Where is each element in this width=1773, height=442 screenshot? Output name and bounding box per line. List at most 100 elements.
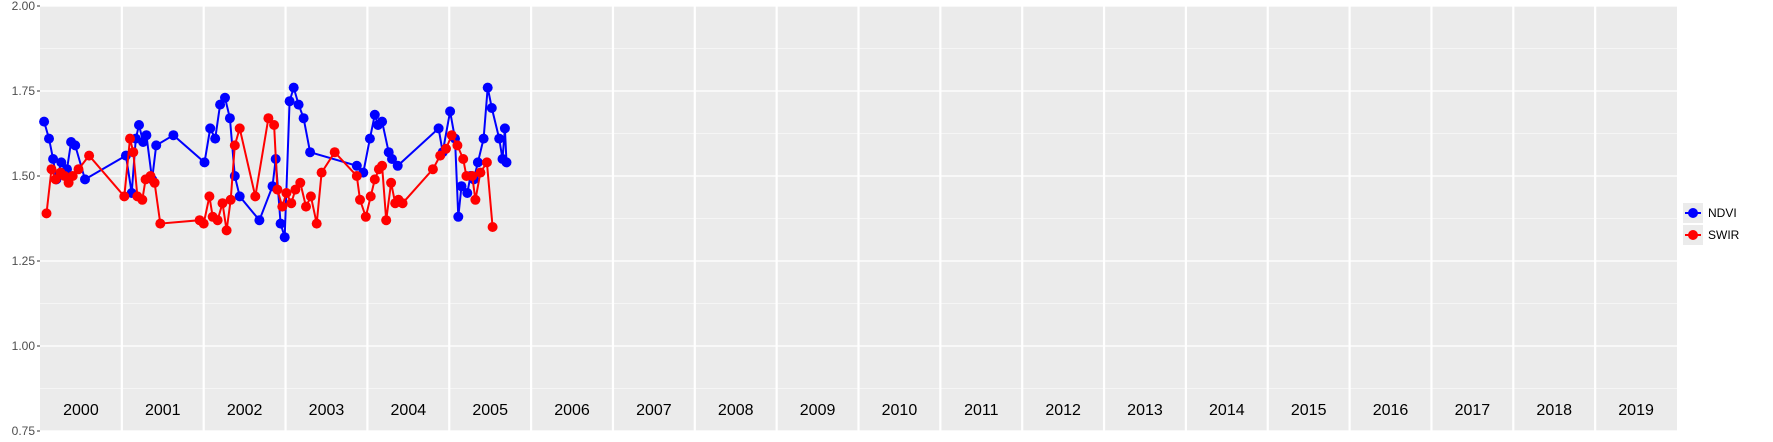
swir-point: [329, 147, 340, 158]
swir-point: [225, 194, 236, 205]
ndvi-point: [462, 188, 473, 198]
swir-point: [149, 177, 160, 188]
swir-point: [355, 194, 365, 205]
ndvi-point: [205, 123, 216, 134]
swir-point: [427, 164, 438, 175]
y-tick-label: 2.00: [12, 0, 36, 13]
ndvi-point: [364, 133, 375, 144]
year-label: 2015: [1291, 402, 1327, 419]
year-label: 2013: [1127, 402, 1163, 419]
ndvi-point: [134, 120, 144, 130]
ndvi-point: [351, 160, 362, 171]
year-labels: 2000 2001 2002 2003 2004 2005 2006 2007 2008 2009…: [63, 402, 1654, 419]
year-label: 2008: [718, 402, 754, 419]
swir-point: [204, 191, 215, 202]
ndvi-point: [293, 99, 304, 110]
ndvi-point: [70, 140, 81, 151]
swir-point: [119, 191, 130, 202]
ndvi-point: [48, 154, 59, 164]
ndvi-point: [210, 133, 221, 144]
swir-point: [286, 198, 297, 209]
swir-point: [295, 177, 306, 188]
swir-point: [84, 150, 95, 161]
ndvi-point: [433, 123, 444, 134]
swir-point: [212, 215, 223, 226]
ndvi-point: [199, 157, 210, 168]
ndvi-point: [501, 157, 512, 168]
y-tick-label: 1.75: [12, 84, 36, 98]
ndvi-point: [453, 211, 464, 222]
swir-point: [458, 154, 469, 164]
ndvi-point: [377, 116, 388, 127]
ndvi-point: [141, 130, 152, 141]
y-tick-label: 1.25: [12, 254, 36, 268]
year-label: 2001: [145, 402, 181, 419]
ndvi-point: [369, 109, 380, 120]
swir-point: [305, 191, 316, 202]
year-label: 2018: [1536, 402, 1572, 419]
swir-point: [377, 160, 388, 171]
swir-point: [137, 194, 148, 205]
year-label: 2009: [800, 402, 836, 419]
legend-key-point: [1688, 230, 1698, 240]
ndvi-point: [288, 82, 299, 93]
year-label: 2017: [1455, 402, 1491, 419]
swir-point: [46, 164, 57, 175]
swir-point: [435, 150, 446, 161]
swir-point: [221, 225, 232, 236]
year-label: 2016: [1373, 402, 1409, 419]
legend: NDVI SWIR: [1683, 203, 1740, 245]
swir-point: [250, 191, 261, 202]
series-swir: [41, 113, 498, 236]
swir-point: [351, 171, 362, 181]
swir-point: [41, 208, 52, 219]
swir-point: [198, 218, 209, 229]
y-axis: 0.75 1.00 1.25 1.50 1.75 2.00: [12, 0, 40, 438]
swir-point: [234, 123, 245, 134]
ndvi-point: [279, 232, 290, 243]
swir-point: [73, 164, 84, 175]
year-label: 2003: [309, 402, 345, 419]
legend-key-point: [1688, 208, 1698, 218]
ndvi-point: [168, 130, 179, 141]
year-label: 2006: [554, 402, 590, 419]
swir-point: [397, 198, 408, 209]
ndvi-point: [494, 133, 505, 144]
swir-point: [369, 174, 380, 185]
ndvi-point: [499, 123, 510, 134]
swir-point: [386, 177, 397, 188]
swir-point: [311, 218, 322, 229]
ndvi-point: [151, 140, 162, 151]
ndvi-point: [482, 82, 493, 93]
swir-point: [441, 143, 451, 154]
ndvi-point: [220, 92, 230, 103]
year-label: 2012: [1045, 402, 1081, 419]
ndvi-point: [56, 157, 67, 168]
year-label: 2005: [472, 402, 508, 419]
ndvi-point: [305, 147, 316, 158]
ndvi-point: [472, 157, 483, 168]
year-label: 2010: [882, 402, 918, 419]
ndvi-point: [392, 160, 403, 171]
swir-point: [381, 215, 392, 226]
swir-point: [217, 198, 228, 209]
swir-point: [301, 201, 311, 212]
swir-point: [125, 133, 135, 144]
swir-point: [67, 171, 78, 181]
year-label: 2019: [1618, 402, 1654, 419]
swir-point: [277, 201, 288, 212]
swir-point: [128, 147, 139, 158]
swir-point: [155, 218, 166, 229]
year-label: 2002: [227, 402, 263, 419]
ndvi-point: [39, 116, 50, 127]
ndvi-point: [456, 181, 467, 192]
y-tick-label: 1.00: [12, 339, 36, 353]
year-label: 2007: [636, 402, 672, 419]
series-ndvi: [39, 82, 512, 243]
swir-point: [481, 157, 492, 168]
ndvi-point: [445, 106, 456, 117]
year-label: 2011: [964, 402, 999, 419]
ndvi-point: [284, 96, 295, 107]
swir-point: [446, 130, 457, 141]
